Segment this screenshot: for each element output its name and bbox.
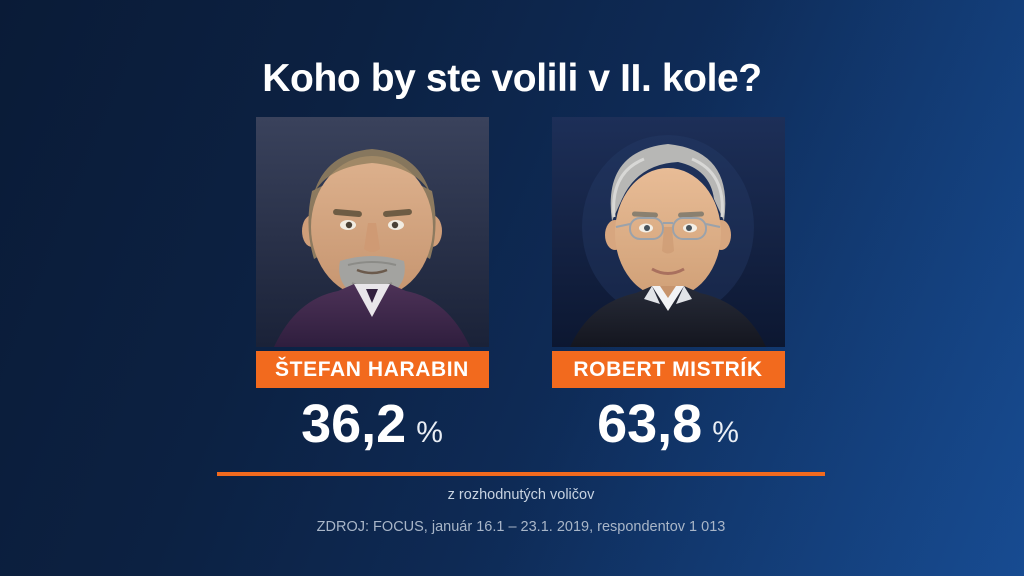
portrait-robert-mistrik [551, 117, 785, 347]
divider-line [217, 472, 825, 476]
candidate-card-harabin: ŠTEFAN HARABIN 36,2 % [255, 117, 489, 457]
candidate-name-banner: ŠTEFAN HARABIN [255, 351, 489, 388]
candidate-name-banner: ROBERT MISTRÍK [551, 351, 785, 388]
page-title: Koho by ste volili v II. kole? [262, 57, 762, 100]
portrait-stefan-harabin [255, 117, 489, 347]
percent-sign: % [416, 416, 443, 449]
candidate-percentage-value: 36,2 [301, 394, 407, 454]
candidate-result: 63,8 % [552, 392, 785, 457]
candidate-card-mistrik: ROBERT MISTRÍK 63,8 % [551, 117, 785, 457]
candidate-percentage-value: 63,8 [597, 394, 703, 454]
poll-source: ZDROJ: FOCUS, január 16.1 – 23.1. 2019, … [316, 519, 726, 535]
candidate-result: 36,2 % [256, 392, 489, 457]
candidate-photo-harabin [255, 117, 489, 347]
poll-note: z rozhodnutých voličov [447, 487, 595, 503]
candidate-photo-mistrik [551, 117, 785, 347]
percent-sign: % [712, 416, 739, 449]
candidate-cards: ŠTEFAN HARABIN 36,2 % [8, 117, 1024, 457]
